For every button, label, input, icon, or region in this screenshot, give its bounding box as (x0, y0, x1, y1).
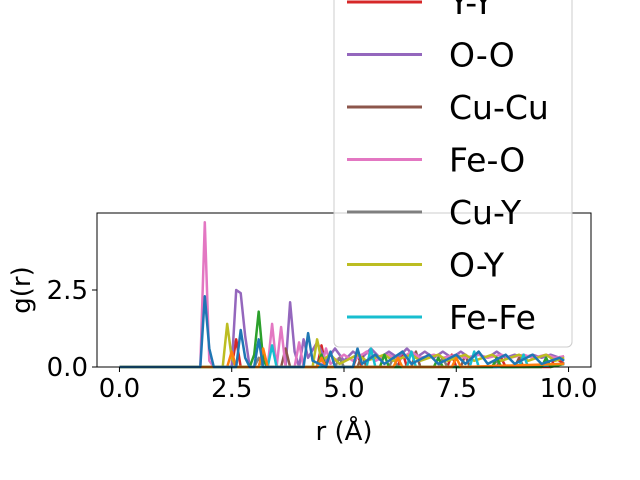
series-line-8 (119, 347, 565, 369)
series-line-3 (119, 220, 565, 369)
legend-box (333, 0, 573, 348)
x-tick-label: 2.5 (211, 374, 252, 404)
y-tick-label: 0.0 (47, 353, 88, 383)
legend-label: O-O (449, 36, 515, 75)
legend-label: O-Y (449, 246, 505, 285)
legend-label: Y-Y (448, 0, 494, 22)
y-axis-ticks: 0.0 2.5 (47, 276, 97, 383)
x-tick-label: 7.5 (436, 374, 477, 404)
x-tick-label: 0.0 (99, 374, 140, 404)
x-tick-label: 5.0 (323, 374, 364, 404)
x-axis-ticks: 0.0 2.5 5.0 7.5 10.0 (99, 367, 598, 404)
legend: Y-Y O-O Cu-Cu Fe-O Cu-Y O-Y Fe-Fe (333, 0, 573, 348)
x-axis-label: r (Å) (315, 415, 372, 447)
legend-label: Cu-Y (449, 193, 522, 232)
legend-label: Fe-O (449, 141, 525, 180)
legend-label: Cu-Cu (449, 88, 549, 127)
x-tick-label: 10.0 (540, 374, 598, 404)
y-axis-label: g(r) (7, 266, 37, 313)
legend-label: Fe-Fe (449, 298, 536, 337)
series-line-6 (119, 344, 565, 369)
y-tick-label: 2.5 (47, 276, 88, 306)
